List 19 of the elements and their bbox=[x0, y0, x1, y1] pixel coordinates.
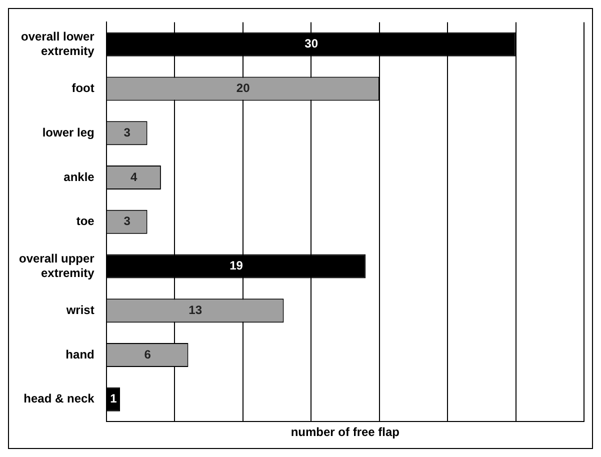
y-tick-label: ankle bbox=[64, 170, 95, 184]
y-tick-label: wrist bbox=[65, 302, 94, 317]
data-label: 3 bbox=[124, 125, 131, 140]
x-axis-title: number of free flap bbox=[290, 425, 400, 440]
y-tick-label: foot bbox=[72, 81, 94, 96]
data-label: 30 bbox=[304, 36, 318, 51]
data-label: 13 bbox=[188, 302, 202, 317]
y-tick-label: lower leg bbox=[42, 125, 94, 140]
data-label: 4 bbox=[130, 170, 138, 184]
data-label: 20 bbox=[236, 81, 250, 96]
y-tick-label: hand bbox=[66, 347, 94, 362]
y-tick-label: overall lower extremity bbox=[20, 30, 95, 58]
data-label: 6 bbox=[144, 347, 152, 362]
data-label: 1 bbox=[110, 392, 118, 406]
data-label: 3 bbox=[124, 214, 131, 228]
y-tick-label: overall upper extremity bbox=[19, 251, 95, 280]
data-label: 19 bbox=[230, 258, 244, 273]
y-tick-label: toe bbox=[76, 214, 95, 228]
y-tick-label: head & neck bbox=[24, 392, 95, 406]
